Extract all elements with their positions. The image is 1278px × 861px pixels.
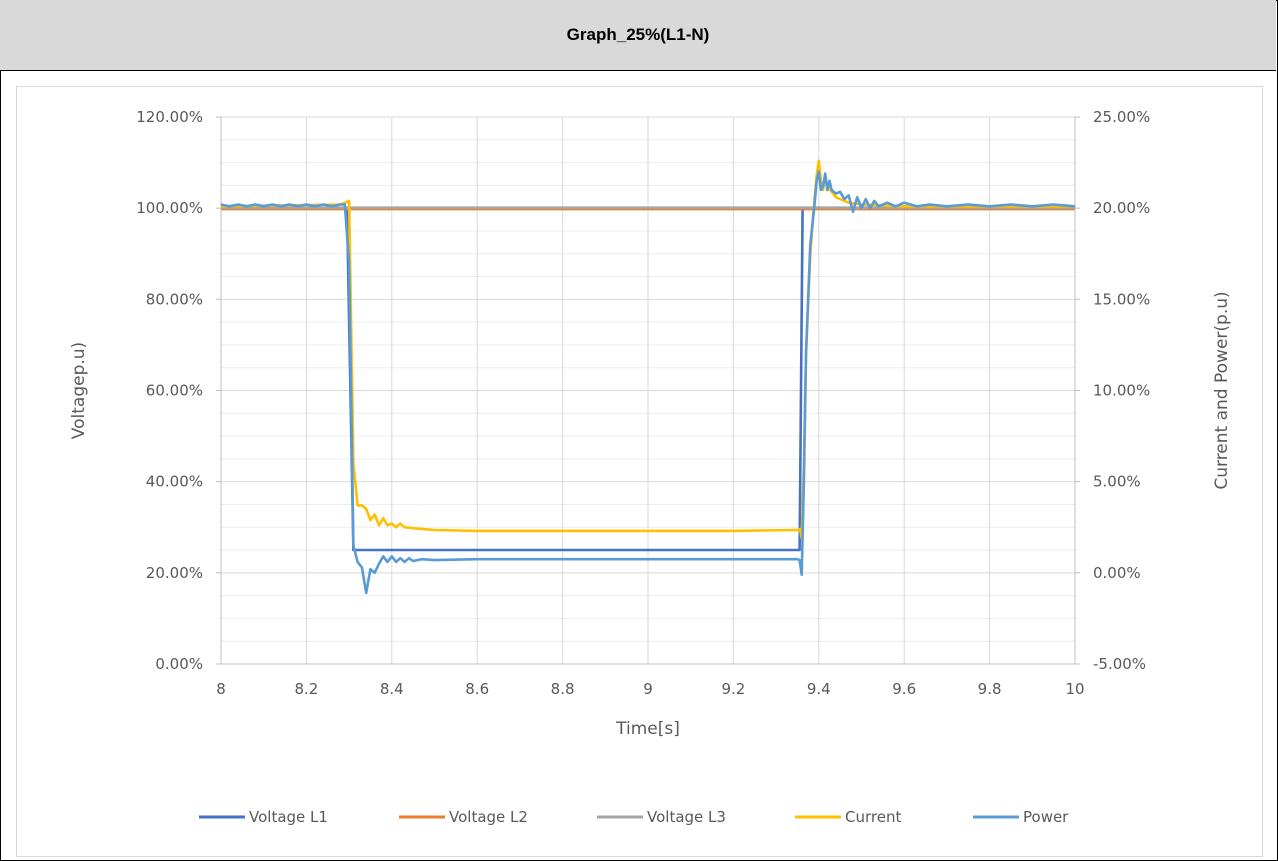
series-line-power xyxy=(220,170,1076,595)
y-left-tick-label: 80.00% xyxy=(146,290,203,308)
y-left-tick-label: 40.00% xyxy=(146,473,203,491)
x-tick-label: 8.4 xyxy=(380,680,404,698)
y-left-tick-label: 60.00% xyxy=(146,382,203,400)
x-tick-label: 8.2 xyxy=(294,680,318,698)
y-right-tick-label: 25.00% xyxy=(1093,108,1150,126)
legend-label-power: Power xyxy=(1023,808,1069,826)
x-tick-label: 9.8 xyxy=(978,680,1002,698)
y-left-tick-label: 0.00% xyxy=(155,655,203,673)
x-tick-label: 9 xyxy=(643,680,653,698)
x-tick-label: 8 xyxy=(216,680,226,698)
x-tick-label: 10 xyxy=(1065,680,1084,698)
y-right-tick-label: 15.00% xyxy=(1093,290,1150,308)
y-right-tick-label: 5.00% xyxy=(1093,473,1141,491)
x-tick-label: 9.2 xyxy=(721,680,745,698)
x-tick-label: 9.6 xyxy=(892,680,916,698)
grid xyxy=(220,116,1076,665)
chart-area: 8 8.2 8.4 8.6 8.8 9 9.2 9.4 9.6 9.8 10 0.00% 20.00% 4… xyxy=(16,86,1263,857)
legend-label-voltage-l3: Voltage L3 xyxy=(647,808,726,826)
x-tick-label: 9.4 xyxy=(807,680,831,698)
y-left-tick-label: 100.00% xyxy=(136,199,203,217)
y-left-tick-label: 120.00% xyxy=(136,108,203,126)
x-axis-label: Time[s] xyxy=(615,719,680,739)
legend-label-current: Current xyxy=(845,808,901,826)
y-axis-left-label: Voltagep.u) xyxy=(69,342,89,439)
y-right-tick-label: -5.00% xyxy=(1093,655,1146,673)
line-chart: 8 8.2 8.4 8.6 8.8 9 9.2 9.4 9.6 9.8 100.00%20.00%4… xyxy=(69,108,1232,826)
x-tick-label: 8.8 xyxy=(551,680,575,698)
y-right-tick-label: 20.00% xyxy=(1093,199,1150,217)
series-lines xyxy=(220,159,1076,595)
x-tick-label: 8.6 xyxy=(465,680,489,698)
y-left-tick-label: 20.00% xyxy=(146,564,203,582)
y-right-tick-label: 0.00% xyxy=(1093,564,1141,582)
legend-label-voltage-l2: Voltage L2 xyxy=(449,808,528,826)
title-bar: Graph_25%(L1-N) xyxy=(0,0,1276,71)
tick-labels: 8 8.2 8.4 8.6 8.8 9 9.2 9.4 9.6 9.8 100.00%20.00%4… xyxy=(136,108,1150,698)
y-axis-right-label: Current and Power(p.u) xyxy=(1212,291,1232,489)
chart-title: Graph_25%(L1-N) xyxy=(566,25,710,44)
legend: Voltage L1 Voltage L2 Voltage L3 Current Pow… xyxy=(199,808,1069,826)
legend-label-voltage-l1: Voltage L1 xyxy=(249,808,328,826)
y-right-tick-label: 10.00% xyxy=(1093,382,1150,400)
